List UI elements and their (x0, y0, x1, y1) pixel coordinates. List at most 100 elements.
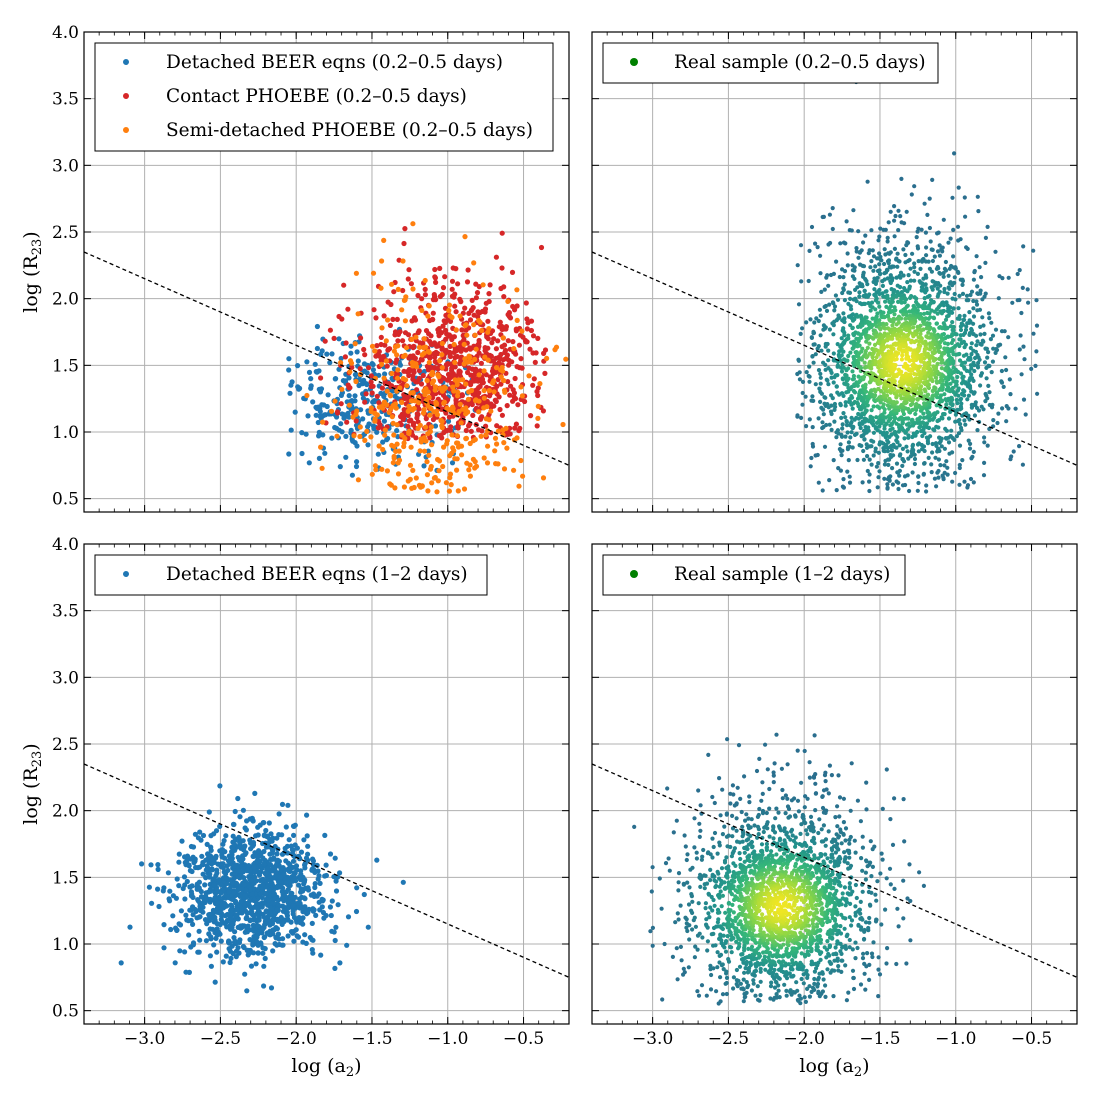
scatter-point (902, 221, 907, 226)
scatter-point (795, 413, 800, 418)
scatter-point (817, 307, 823, 312)
scatter-point (862, 288, 867, 293)
scatter-point (956, 386, 961, 391)
scatter-point (943, 361, 948, 366)
scatter-point (1011, 449, 1016, 454)
scatter-point (852, 268, 857, 273)
scatter-point (959, 362, 964, 368)
scatter-point (893, 213, 898, 219)
scatter-point (492, 448, 498, 454)
scatter-point (523, 300, 529, 306)
scatter-point (885, 449, 891, 454)
scatter-point (181, 874, 188, 880)
scatter-point (449, 334, 455, 340)
scatter-point (481, 455, 487, 461)
scatter-point (304, 392, 310, 399)
scatter-point (943, 426, 948, 431)
scatter-point (950, 479, 955, 484)
scatter-point (858, 365, 864, 371)
scatter-point (813, 352, 818, 357)
scatter-point (535, 403, 541, 409)
scatter-point (394, 422, 400, 428)
scatter-point (983, 260, 988, 265)
scatter-point (910, 251, 915, 256)
scatter-point (848, 323, 853, 328)
scatter-point (817, 386, 822, 391)
scatter-point (425, 313, 431, 319)
scatter-point (427, 317, 433, 324)
scatter-point (218, 938, 224, 944)
scatter-point (907, 488, 912, 494)
scatter-point (883, 299, 888, 304)
scatter-point (481, 395, 487, 401)
scatter-point (1034, 298, 1039, 303)
scatter-point (842, 269, 848, 274)
scatter-point (317, 413, 323, 419)
scatter-point (892, 415, 897, 420)
scatter-point (313, 912, 319, 919)
scatter-point (984, 376, 989, 381)
scatter-point (466, 353, 472, 359)
scatter-point (1023, 412, 1028, 417)
legend-box (602, 42, 939, 84)
scatter-point (821, 412, 826, 417)
scatter-point (372, 463, 378, 469)
scatter-point (900, 353, 905, 358)
scatter-point (470, 456, 476, 462)
scatter-point (381, 375, 387, 381)
scatter-point (892, 234, 897, 239)
scatter-point (878, 327, 883, 332)
scatter-point (849, 228, 854, 233)
scatter-point (451, 448, 457, 454)
scatter-point (902, 344, 907, 349)
scatter-point (948, 401, 953, 406)
scatter-point (815, 245, 820, 250)
scatter-point (527, 346, 533, 352)
scatter-point (429, 372, 435, 378)
scatter-point (895, 251, 900, 256)
scatter-point (964, 293, 970, 298)
scatter-point (971, 360, 976, 365)
scatter-point (826, 382, 831, 387)
scatter-point (1022, 357, 1027, 362)
scatter-point (1004, 367, 1009, 373)
scatter-point (818, 375, 823, 380)
scatter-point (911, 334, 916, 339)
scatter-point (929, 462, 934, 467)
scatter-point (944, 387, 949, 392)
scatter-point (374, 393, 380, 399)
scatter-point (506, 357, 512, 363)
scatter-point (401, 240, 407, 247)
scatter-point (829, 403, 834, 408)
scatter-point (816, 480, 821, 485)
scatter-point (892, 386, 897, 391)
scatter-point (852, 317, 857, 322)
scatter-point (446, 302, 453, 308)
scatter-point (974, 405, 980, 410)
scatter-point (544, 355, 550, 361)
scatter-point (417, 422, 423, 428)
scatter-point (501, 440, 507, 446)
scatter-point (440, 285, 447, 291)
scatter-point (841, 393, 846, 398)
scatter-point (455, 440, 461, 446)
scatter-point (957, 293, 962, 298)
scatter-point (989, 320, 994, 325)
scatter-point (322, 412, 328, 418)
scatter-point (339, 386, 345, 392)
scatter-point (535, 335, 541, 341)
scatter-point (939, 360, 944, 365)
scatter-point (392, 393, 398, 399)
scatter-point (910, 442, 916, 447)
scatter-point (885, 235, 890, 240)
scatter-point (901, 247, 906, 252)
scatter-point (505, 298, 511, 304)
scatter-point (916, 474, 921, 479)
scatter-point (497, 406, 503, 413)
scatter-point (531, 376, 537, 382)
scatter-point (925, 392, 931, 397)
scatter-point (406, 267, 412, 273)
scatter-point (941, 217, 946, 222)
scatter-point (838, 241, 843, 246)
scatter-point (432, 266, 438, 273)
